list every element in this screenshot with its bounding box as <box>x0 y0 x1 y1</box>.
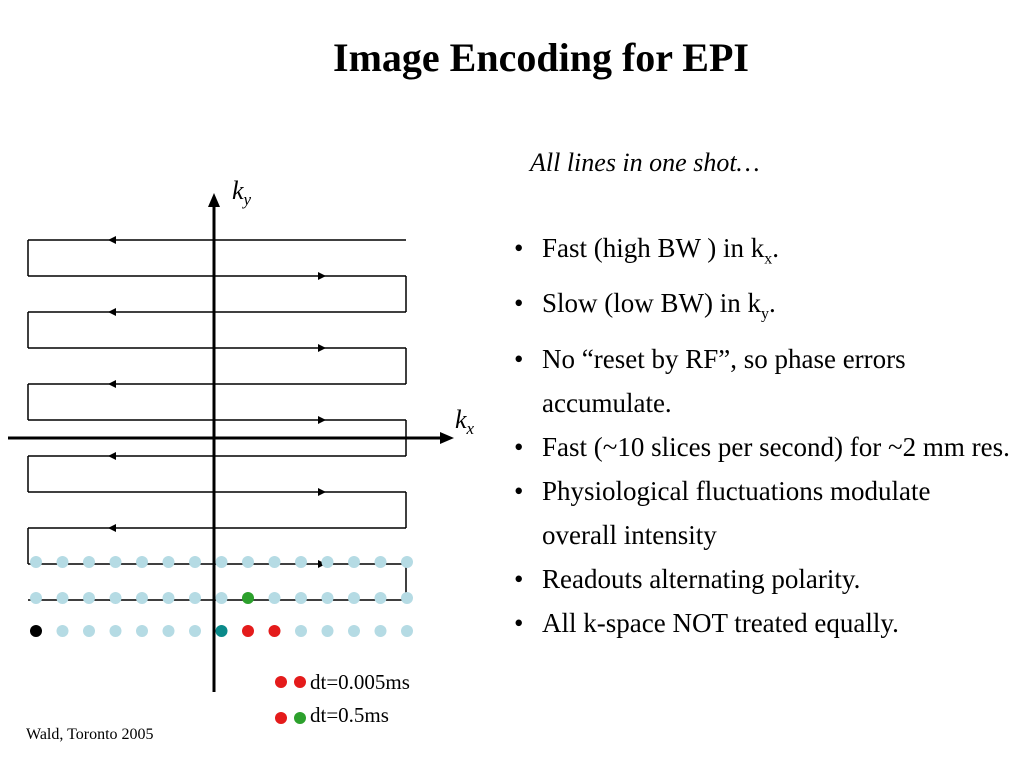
sample-point <box>30 556 42 568</box>
readout-direction-arrow <box>108 236 116 244</box>
sample-point <box>162 625 175 637</box>
sample-point <box>189 625 201 637</box>
sample-point <box>109 625 122 637</box>
bullet-text: Physiological fluctuations modulate over… <box>542 475 931 550</box>
sample-point <box>295 625 307 637</box>
bullet-text: Fast (high BW ) in k <box>542 233 765 263</box>
legend-red-dot <box>275 712 287 724</box>
legend-red-dot <box>275 676 287 688</box>
readout-direction-arrow <box>318 416 326 424</box>
bullet-marker: • <box>514 431 524 462</box>
readout-direction-arrow <box>108 308 116 316</box>
bullet-marker: • <box>514 607 524 638</box>
readout-direction-arrow <box>318 488 326 496</box>
bullet-marker: • <box>514 288 524 319</box>
slide-title: Image Encoding for EPI <box>333 35 749 80</box>
sample-point <box>348 556 360 568</box>
sample-point <box>162 556 175 568</box>
highlighted-sample-point <box>215 625 228 637</box>
highlighted-sample-point <box>30 625 42 637</box>
sample-point <box>295 592 307 604</box>
bullet-item: • All k-space NOT treated equally. <box>514 601 1014 645</box>
legend-fast-label: dt=0.005ms <box>310 670 410 694</box>
kx-axis-arrowhead <box>440 432 454 444</box>
bullet-list: • Fast (high BW ) in kx. • Slow (low BW)… <box>514 226 1014 645</box>
bullet-marker: • <box>514 343 524 374</box>
sample-point <box>268 592 281 604</box>
sample-point <box>401 625 413 637</box>
ky-axis-arrowhead <box>208 193 220 207</box>
readout-direction-arrow <box>318 272 326 280</box>
kx-axis-label: kx <box>455 405 475 439</box>
sample-point <box>136 556 148 568</box>
sample-point <box>321 556 334 568</box>
slide-subtitle: All lines in one shot… <box>530 148 760 177</box>
bullet-item: • Physiological fluctuations modulate ov… <box>514 469 942 557</box>
readout-direction-arrow <box>108 452 116 460</box>
sample-point <box>242 556 254 568</box>
bullet-text: Fast (~10 slices per second) for ~2 mm r… <box>542 431 1010 462</box>
sample-point <box>215 556 228 568</box>
sample-point <box>268 556 281 568</box>
sample-point <box>83 556 95 568</box>
readout-direction-arrow <box>108 380 116 388</box>
bullet-subscript: x <box>764 250 773 268</box>
bullet-text: All k-space NOT treated equally. <box>542 607 899 638</box>
sample-point <box>374 556 387 568</box>
bullet-marker: • <box>514 475 524 506</box>
epi-trajectory <box>27 236 407 604</box>
legend-markers <box>275 676 306 724</box>
bullet-tail: . <box>772 233 779 263</box>
sample-point <box>348 592 360 604</box>
sample-point <box>83 592 95 604</box>
bullet-item: • Readouts alternating polarity. <box>514 557 1014 601</box>
sample-point <box>56 556 69 568</box>
ky-axis-label: ky <box>232 176 252 210</box>
sample-point <box>348 625 360 637</box>
sample-point <box>56 625 69 637</box>
bullet-text: Slow (low BW) in k <box>542 288 761 319</box>
sample-point <box>109 556 122 568</box>
sample-point <box>56 592 69 604</box>
sample-point <box>30 592 42 604</box>
bullet-marker: • <box>514 563 524 594</box>
sample-point <box>189 556 201 568</box>
bullet-item: • Fast (high BW ) in kx. <box>514 226 1014 281</box>
sample-point <box>374 625 387 637</box>
highlighted-sample-point <box>268 625 281 637</box>
highlighted-sample-point <box>242 625 254 637</box>
sample-point <box>189 592 201 604</box>
bullet-item: • Slow (low BW) in ky. <box>514 281 1014 336</box>
sample-point <box>401 556 413 568</box>
sample-point <box>136 625 148 637</box>
sample-point <box>321 592 334 604</box>
readout-direction-arrow <box>108 524 116 532</box>
sample-point <box>109 592 122 604</box>
readout-direction-arrow <box>318 344 326 352</box>
credit-text: Wald, Toronto 2005 <box>26 726 154 743</box>
sample-point <box>295 556 307 568</box>
sample-point <box>162 592 175 604</box>
bullet-marker: • <box>514 233 524 263</box>
sample-point <box>83 625 95 637</box>
sample-point <box>136 592 148 604</box>
legend-green-dot <box>294 712 306 724</box>
sample-points <box>30 556 413 637</box>
sample-point <box>215 592 228 604</box>
bullet-tail: . <box>769 288 776 319</box>
bullet-item: • No “reset by RF”, so phase errors accu… <box>514 337 962 425</box>
bullet-subscript: y <box>761 305 769 323</box>
sample-point <box>321 625 334 637</box>
bullet-item: • Fast (~10 slices per second) for ~2 mm… <box>514 425 1012 469</box>
legend-slow-label: dt=0.5ms <box>310 703 389 727</box>
sample-point <box>401 592 413 604</box>
sample-point <box>374 592 387 604</box>
highlighted-sample-point <box>242 592 254 604</box>
legend-red-dot <box>294 676 306 688</box>
bullet-text: Readouts alternating polarity. <box>542 563 861 594</box>
bullet-text: No “reset by RF”, so phase errors accumu… <box>542 343 906 418</box>
